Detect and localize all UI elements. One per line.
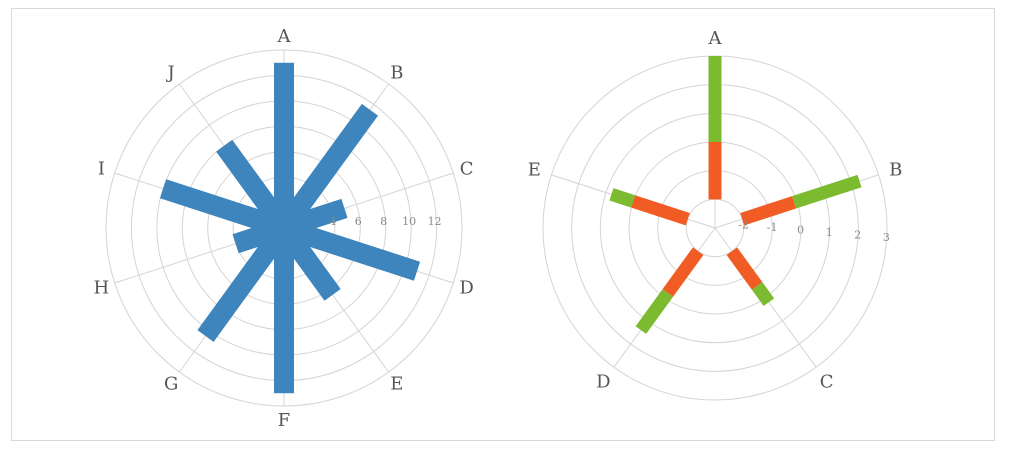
radial-tick-label: 0 xyxy=(797,223,804,236)
category-label: H xyxy=(94,277,110,298)
category-label: C xyxy=(460,159,474,180)
bar-d xyxy=(280,218,421,281)
category-label: B xyxy=(390,63,403,84)
bar-c-green xyxy=(751,282,775,307)
category-label: E xyxy=(390,373,403,394)
bar-b-orange xyxy=(740,196,797,226)
radial-tick-label: 3 xyxy=(883,231,890,244)
radial-tick-label: -2 xyxy=(738,218,749,231)
radial-tick-label: 4 xyxy=(329,215,336,228)
bar-g xyxy=(197,222,293,342)
radial-tick-label: 6 xyxy=(355,215,362,228)
radial-tick-label: 8 xyxy=(380,215,387,228)
category-label: C xyxy=(820,372,834,393)
category-label: G xyxy=(164,373,178,394)
bar-d-orange xyxy=(662,247,704,297)
bar-j xyxy=(216,139,293,234)
radial-tick-label: 2 xyxy=(854,228,861,241)
category-label: A xyxy=(277,26,292,47)
bar-i xyxy=(159,179,288,238)
radial-tick-label: 12 xyxy=(428,215,442,228)
category-label: D xyxy=(459,277,473,298)
bar-c-orange xyxy=(726,247,763,290)
bar-d-green xyxy=(635,289,674,334)
category-label: B xyxy=(889,159,902,180)
bar-b xyxy=(275,103,379,234)
bar-e-green xyxy=(609,188,636,208)
radial-tick-label: -1 xyxy=(767,221,778,234)
category-label: J xyxy=(166,63,175,84)
category-label: A xyxy=(708,28,723,49)
bar-b-green xyxy=(792,174,862,209)
category-label: F xyxy=(278,410,291,431)
category-label: D xyxy=(596,372,610,393)
category-label: E xyxy=(528,159,541,180)
category-label: I xyxy=(98,159,105,180)
radial-tick-label: 10 xyxy=(402,215,416,228)
radial-tick-label: 1 xyxy=(826,226,833,239)
bar-e-orange xyxy=(631,195,690,226)
